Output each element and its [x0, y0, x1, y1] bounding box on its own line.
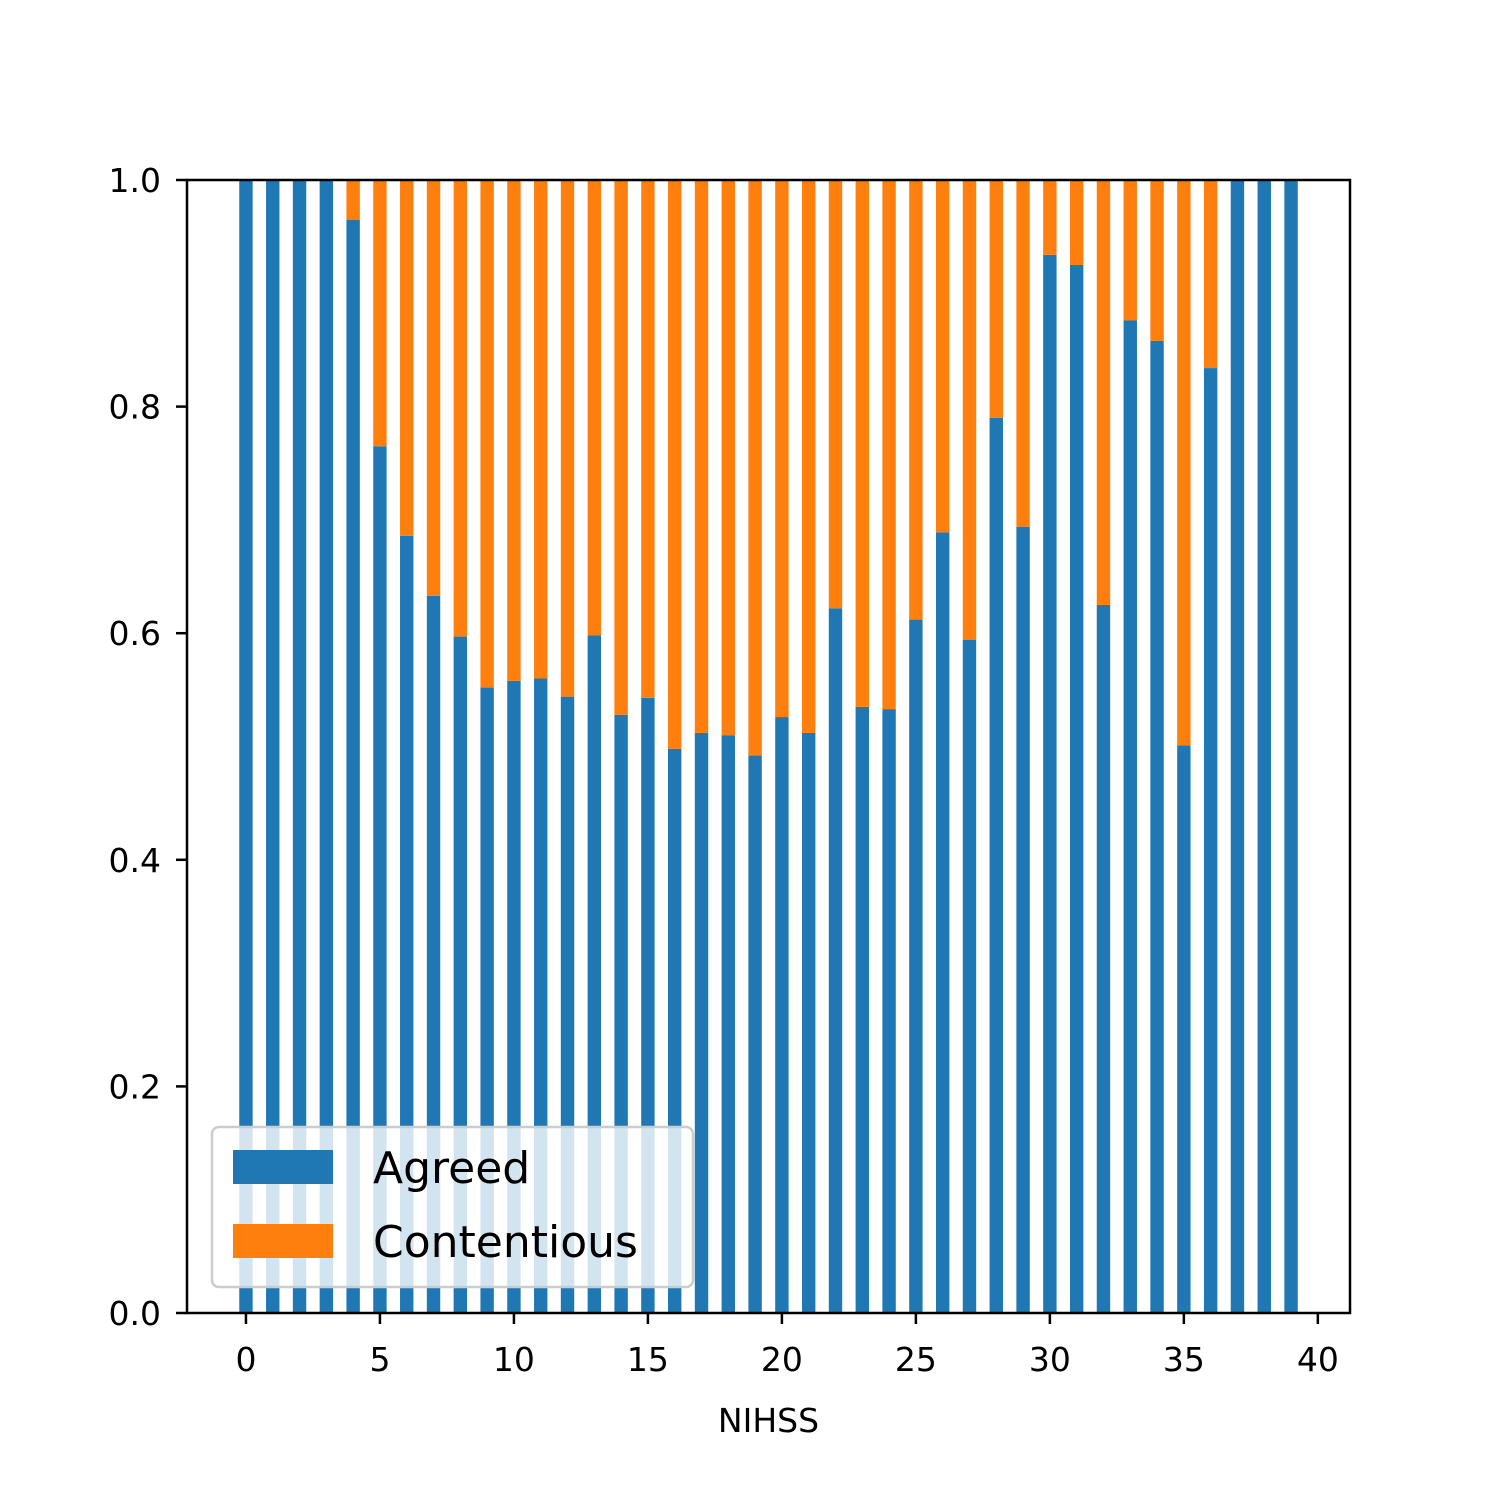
bar-agreed-33 [1123, 320, 1137, 1313]
bar-contentious-16 [668, 180, 682, 749]
bar-contentious-34 [1150, 180, 1164, 341]
x-tick-label-5: 5 [369, 1340, 390, 1379]
x-tick-label-10: 10 [493, 1340, 535, 1379]
bar-agreed-35 [1177, 745, 1191, 1313]
bar-agreed-26 [935, 532, 950, 1313]
bar-contentious-6 [400, 180, 414, 536]
bar-contentious-36 [1203, 180, 1218, 369]
bar-agreed-22 [828, 608, 843, 1313]
y-tick-label-3: 0.6 [109, 614, 161, 653]
bar-agreed-25 [909, 619, 923, 1313]
bar-agreed-39 [1284, 180, 1298, 1313]
plot-frame [185, 178, 1352, 1315]
bar-contentious-24 [882, 180, 896, 710]
bar-contentious-28 [989, 180, 1003, 418]
bar-contentious-25 [909, 180, 923, 620]
bar-agreed-28 [989, 417, 1003, 1313]
y-tick-label-4: 0.8 [109, 388, 161, 427]
bar-contentious-7 [426, 180, 441, 596]
bar-contentious-27 [962, 180, 977, 640]
bar-contentious-13 [587, 180, 602, 636]
bar-contentious-30 [1043, 180, 1057, 255]
bar-contentious-19 [748, 180, 762, 756]
x-tick-label-20: 20 [761, 1340, 803, 1379]
bar-agreed-5 [373, 446, 387, 1313]
bar-contentious-11 [534, 180, 548, 679]
bar-agreed-37 [1230, 180, 1245, 1313]
legend-swatch-agreed [233, 1150, 333, 1184]
bar-agreed-19 [748, 755, 762, 1313]
bar-contentious-14 [614, 180, 628, 715]
legend-label-contentious: Contentious [373, 1217, 638, 1268]
bar-agreed-32 [1096, 604, 1111, 1313]
x-tick-label-0: 0 [235, 1340, 256, 1379]
bar-agreed-2 [292, 180, 307, 1313]
bar-agreed-34 [1150, 340, 1164, 1313]
x-tick-label-25: 25 [895, 1340, 937, 1379]
bar-contentious-15 [641, 180, 655, 698]
legend-label-agreed: Agreed [373, 1143, 530, 1194]
bar-agreed-4 [346, 219, 360, 1313]
bar-contentious-9 [480, 180, 494, 688]
bar-agreed-29 [1016, 526, 1030, 1313]
bar-contentious-29 [1016, 180, 1030, 527]
bar-contentious-21 [801, 180, 816, 733]
bar-contentious-4 [346, 180, 360, 220]
bar-agreed-6 [400, 535, 414, 1313]
y-tick-label-0: 0.0 [109, 1294, 161, 1333]
legend-swatch-contentious [233, 1224, 333, 1258]
bar-contentious-12 [560, 180, 575, 697]
x-tick-label-35: 35 [1163, 1340, 1205, 1379]
bar-agreed-3 [319, 180, 334, 1313]
bar-contentious-35 [1177, 180, 1191, 746]
bar-contentious-26 [935, 180, 950, 533]
x-tick-label-40: 40 [1297, 1340, 1339, 1379]
bar-agreed-18 [721, 735, 736, 1313]
x-tick-label-15: 15 [627, 1340, 669, 1379]
y-tick-label-1: 0.2 [109, 1067, 161, 1106]
x-axis-title: NIHSS [718, 1401, 819, 1440]
bar-contentious-17 [694, 180, 709, 733]
bar-agreed-24 [882, 709, 896, 1313]
bar-contentious-20 [775, 180, 789, 718]
bar-agreed-20 [775, 717, 789, 1313]
bar-contentious-32 [1096, 180, 1111, 605]
bar-contentious-31 [1069, 180, 1084, 265]
bar-agreed-1 [266, 180, 280, 1313]
bar-agreed-36 [1203, 368, 1218, 1313]
bar-agreed-0 [239, 180, 253, 1313]
bar-agreed-31 [1069, 264, 1084, 1314]
y-tick-label-5: 1.0 [109, 161, 161, 200]
bar-agreed-23 [855, 706, 869, 1313]
bar-agreed-27 [962, 639, 977, 1313]
bar-contentious-8 [453, 180, 468, 637]
bar-contentious-5 [373, 180, 387, 447]
y-tick-label-2: 0.4 [109, 841, 161, 880]
bar-contentious-33 [1123, 180, 1137, 321]
bar-agreed-21 [801, 732, 816, 1313]
bar-agreed-38 [1257, 180, 1271, 1313]
bar-contentious-18 [721, 180, 736, 736]
legend: Agreed Contentious [210, 1125, 695, 1289]
bar-agreed-30 [1043, 254, 1057, 1314]
bar-contentious-23 [855, 180, 869, 707]
bar-contentious-22 [828, 180, 843, 609]
x-tick-label-30: 30 [1029, 1340, 1071, 1379]
bar-agreed-17 [694, 732, 709, 1313]
bar-contentious-10 [507, 180, 521, 681]
axes-layer: 0 5 10 15 20 25 30 35 40 0.0 0.2 0.4 0.6 0.8 1.0 [109, 161, 1352, 1379]
